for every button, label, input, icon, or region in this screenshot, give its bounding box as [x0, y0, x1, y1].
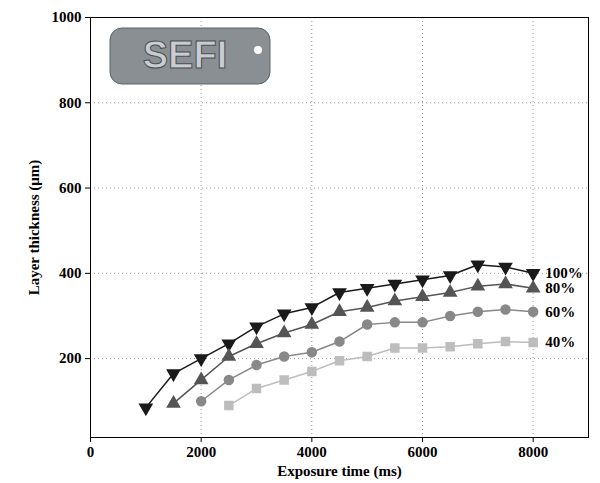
svg-text:Layer thickness (μm): Layer thickness (μm)	[26, 160, 43, 296]
svg-text:6000: 6000	[408, 444, 438, 460]
svg-text:80%: 80%	[545, 280, 575, 296]
svg-text:60%: 60%	[545, 304, 575, 320]
svg-text:0: 0	[87, 444, 95, 460]
svg-text:400: 400	[59, 265, 82, 281]
svg-text:800: 800	[59, 95, 82, 111]
svg-text:600: 600	[59, 180, 82, 196]
svg-text:4000: 4000	[297, 444, 327, 460]
svg-text:Exposure time (ms): Exposure time (ms)	[277, 463, 402, 480]
svg-text:40%: 40%	[545, 334, 575, 350]
svg-text:100%: 100%	[545, 265, 583, 281]
svg-text:8000: 8000	[518, 444, 548, 460]
svg-text:1000: 1000	[52, 9, 82, 25]
svg-text:SEFI: SEFI	[143, 34, 227, 76]
svg-text:200: 200	[59, 350, 82, 366]
svg-text:2000: 2000	[186, 444, 216, 460]
